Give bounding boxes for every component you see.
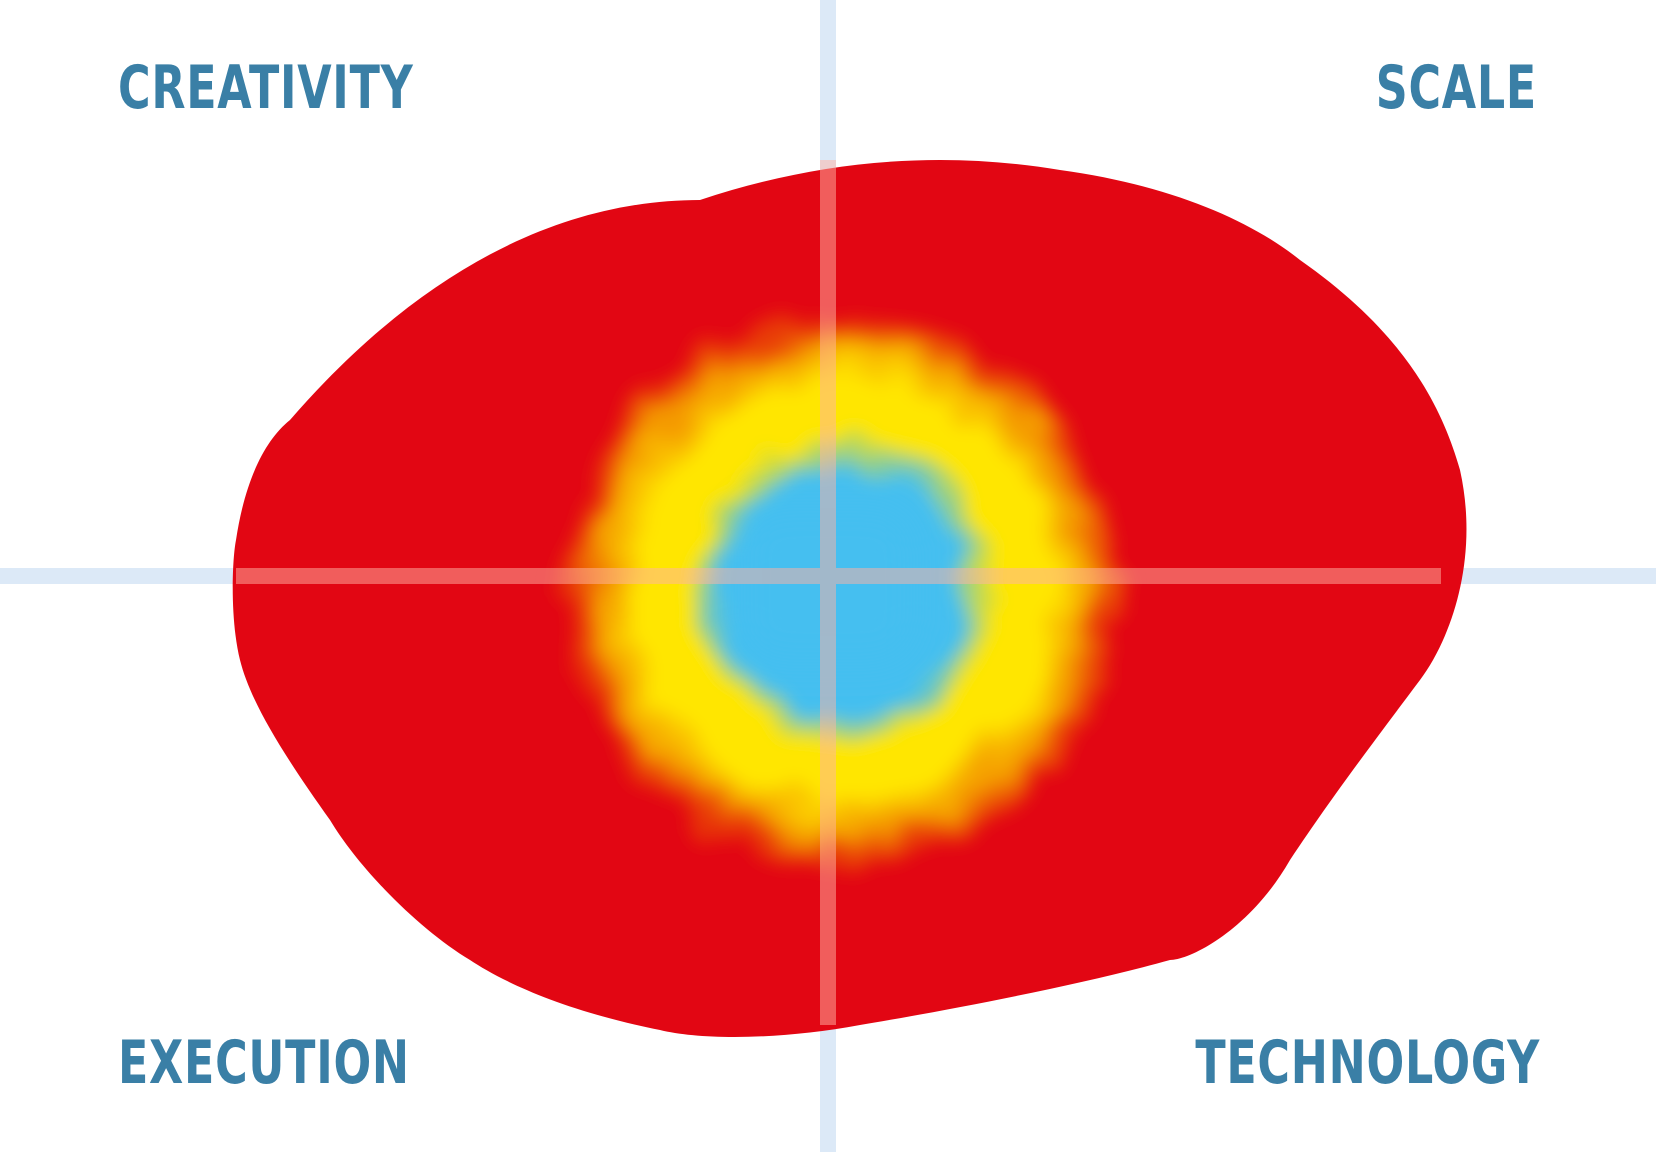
label-technology: TECHNOLOGY: [1195, 1028, 1540, 1097]
label-scale: SCALE: [1376, 53, 1537, 122]
label-creativity: CREATIVITY: [118, 53, 413, 122]
axes-overlay: [236, 160, 1441, 1025]
label-execution: EXECUTION: [118, 1028, 410, 1097]
vertical-axis-overlay: [820, 160, 836, 1025]
horizontal-axis-overlay: [236, 568, 1441, 584]
heat-glow: [560, 310, 1120, 870]
